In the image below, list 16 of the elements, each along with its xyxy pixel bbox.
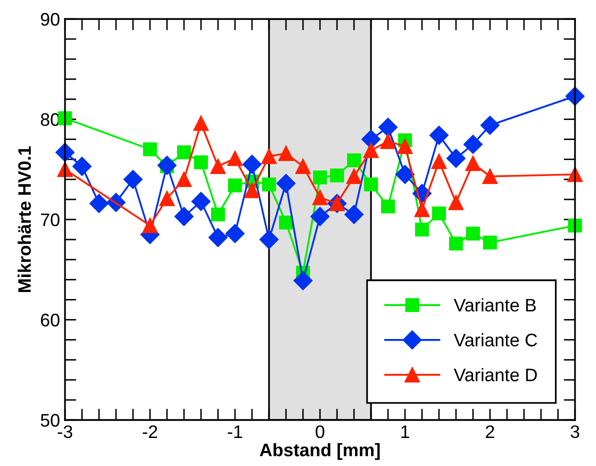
x-axis-title: Abstand [mm] [260, 443, 380, 460]
legend-label: Variante C [454, 333, 538, 346]
y-tick-label: 70 [40, 213, 60, 226]
legend-label: Variante D [454, 368, 537, 382]
x-tick-label: 0 [316, 425, 324, 438]
legend-label: Variante B [454, 298, 536, 312]
y-axis-title: Mikrohärte HV0.1 [18, 146, 31, 292]
x-tick-label: -2 [142, 425, 158, 438]
y-tick-label: 90 [40, 12, 60, 26]
y-tick-label: 60 [40, 314, 60, 326]
x-tick-label: 2 [486, 425, 494, 438]
x-tick-label: 3 [570, 425, 580, 438]
x-tick-label: -1 [228, 426, 242, 438]
x-tick-label: 1 [401, 426, 410, 438]
x-tick-label: -3 [58, 425, 72, 438]
y-tick-label: 50 [40, 414, 60, 427]
